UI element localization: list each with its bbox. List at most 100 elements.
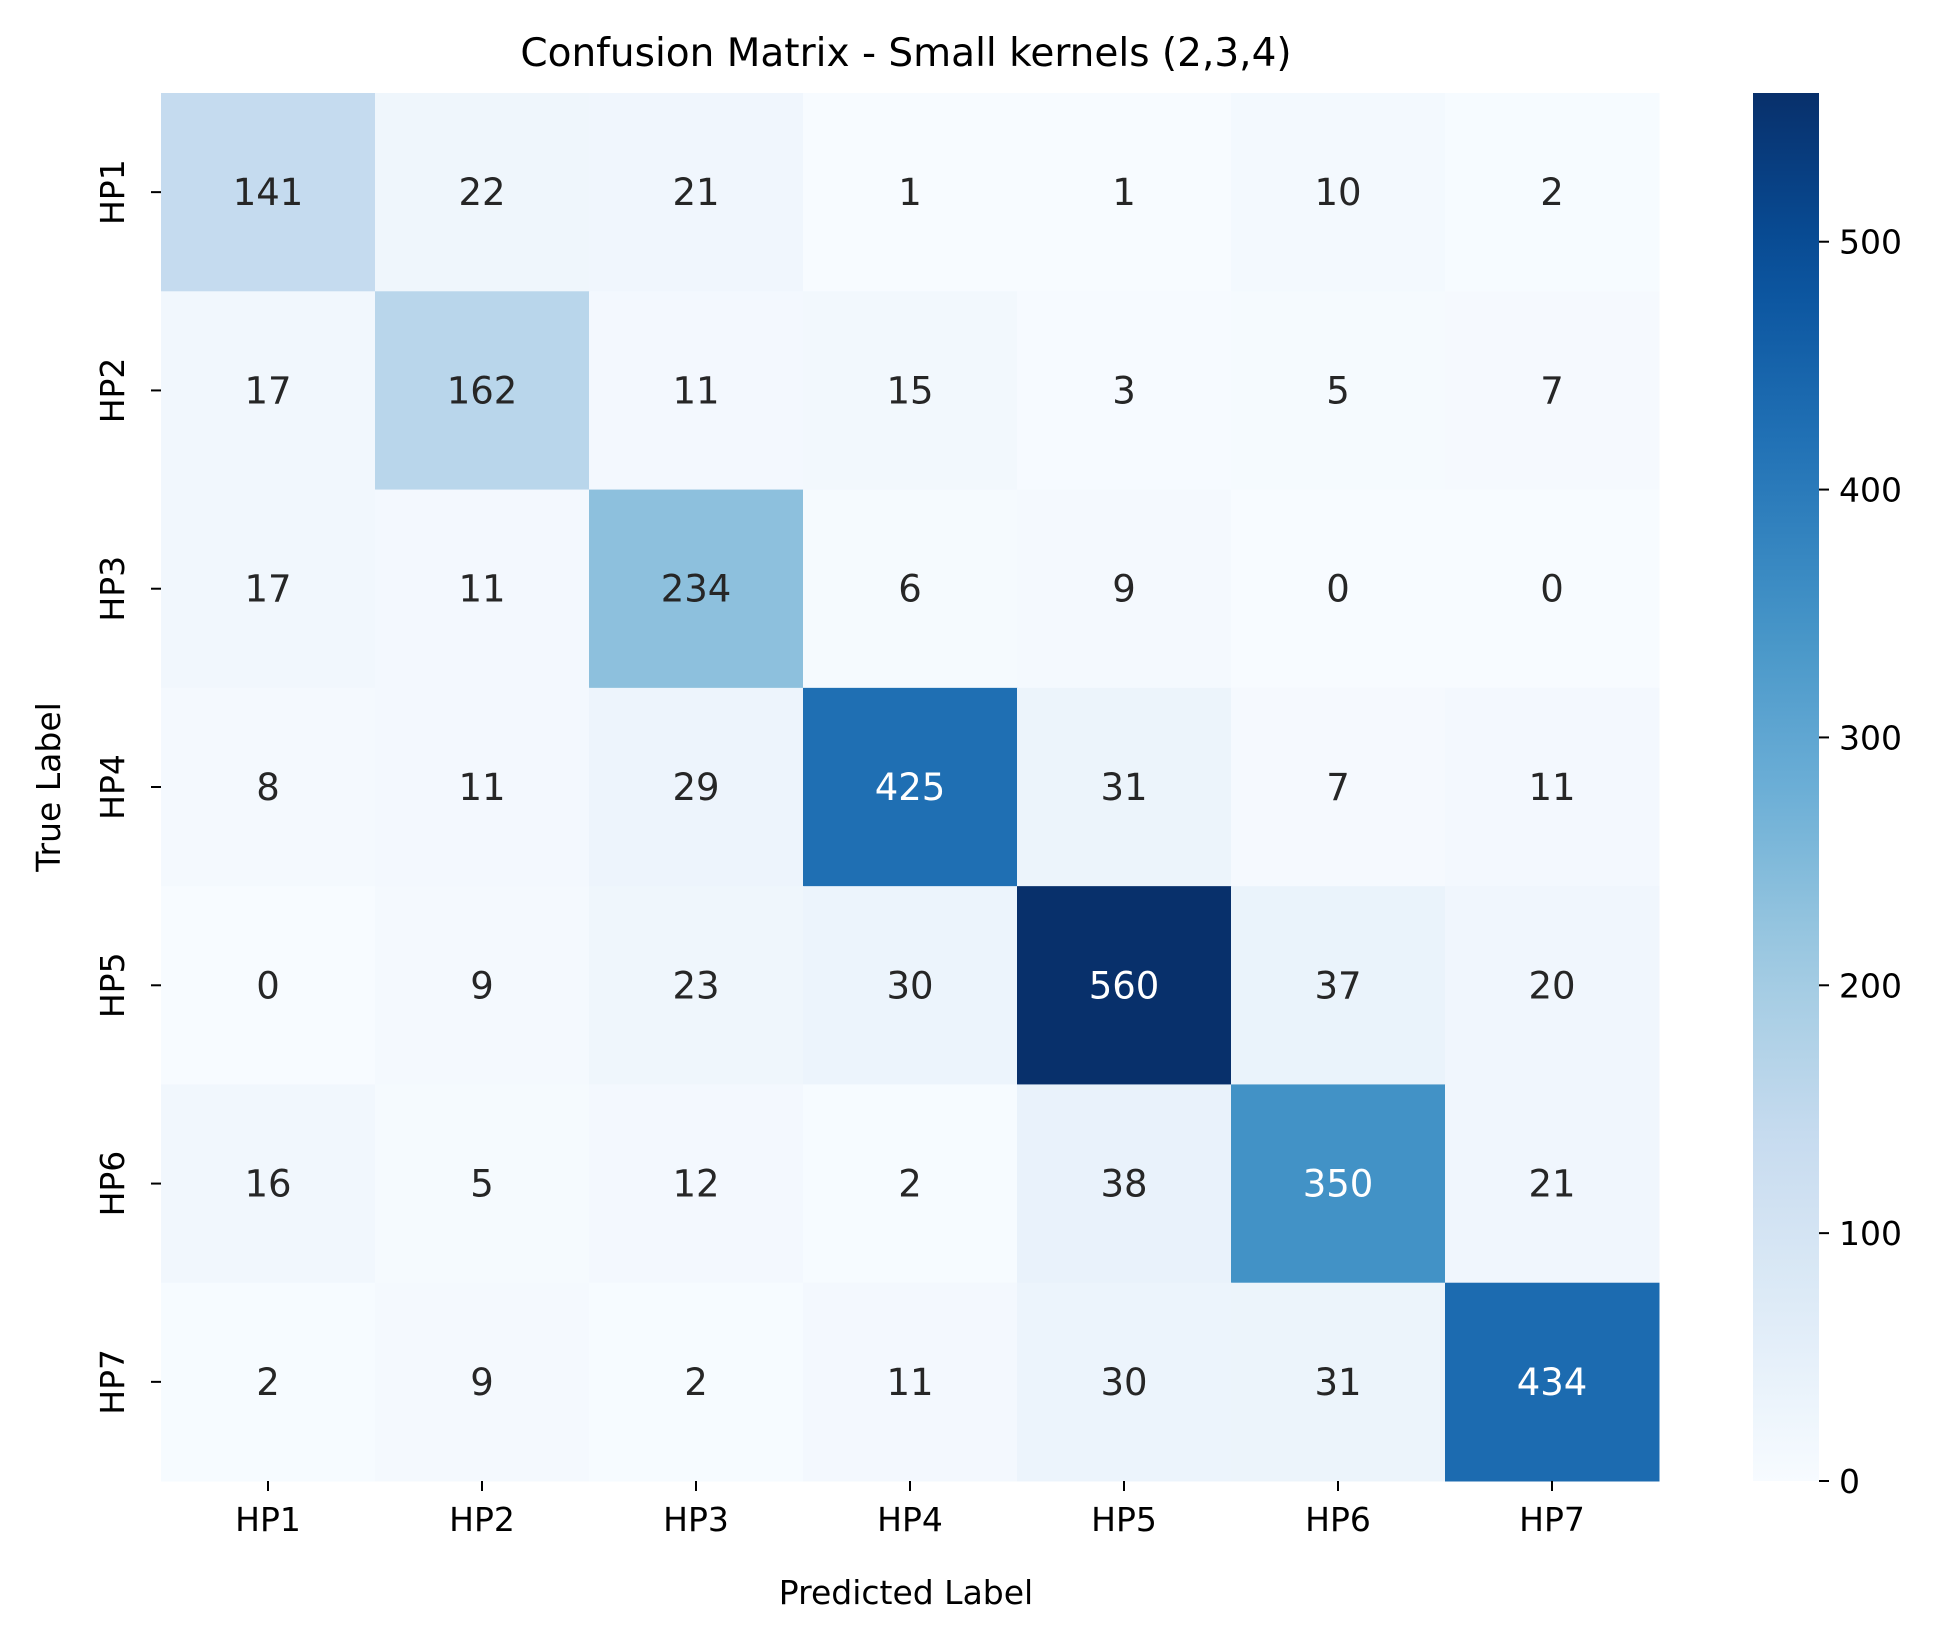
cell-value-r5-c7: 20 [1528,964,1575,1007]
cell-value-r4-c7: 11 [1528,766,1575,809]
heatmap-cell-r7-c2 [375,1282,590,1482]
colorbar-tick-label-1: 0 [1839,1462,1860,1501]
heatmap-cell-r2-c1 [161,291,376,491]
heatmap-cell-r1-c1 [161,93,376,292]
heatmap-cell-r3-c1 [161,489,376,689]
cell-value-r7-c1: 2 [256,1361,280,1404]
y-tick-label-4: HP4 [93,754,132,820]
heatmap-cell-r4-c2 [375,687,590,887]
heatmap-cell-r2-c6 [1231,291,1446,491]
y-tick-label-2: HP2 [93,358,132,424]
heatmap-cell-r6-c2 [375,1084,590,1284]
cell-value-r1-c3: 21 [672,171,719,214]
x-tick-label-5: HP5 [1091,1500,1157,1539]
cell-value-r3-c3: 234 [661,568,732,611]
cell-value-r1-c6: 10 [1314,171,1361,214]
cell-value-r1-c7: 2 [1540,171,1564,214]
heatmap-cell-r1-c5 [1017,93,1232,292]
heatmap-cell-r6-c3 [589,1084,804,1284]
y-axis-label: True Label [29,702,68,873]
heatmap-cell-r1-c2 [375,93,590,292]
x-tick-label-7: HP7 [1519,1500,1585,1539]
x-tick-label-1: HP1 [235,1500,301,1539]
cell-value-r6-c2: 5 [470,1163,494,1206]
cell-value-r5-c4: 30 [886,964,933,1007]
heatmap-cell-r5-c4 [803,886,1018,1085]
cell-value-r7-c6: 31 [1314,1361,1361,1404]
cell-value-r2-c5: 3 [1112,369,1136,412]
cell-value-r2-c3: 11 [672,369,719,412]
cell-value-r3-c6: 0 [1326,568,1350,611]
heatmap-cell-r4-c4 [803,687,1018,887]
cell-value-r4-c3: 29 [672,766,719,809]
cell-value-r2-c1: 17 [244,369,291,412]
chart-title: Confusion Matrix - Small kernels (2,3,4) [520,31,1291,76]
cell-value-r5-c2: 9 [470,964,494,1007]
x-tick-label-3: HP3 [663,1500,729,1539]
heatmap-cell-r3-c3 [589,489,804,689]
heatmap-cell-r1-c7 [1445,93,1660,292]
cell-value-r5-c5: 560 [1089,964,1160,1007]
heatmap-cell-r1-c4 [803,93,1018,292]
cell-value-r3-c5: 9 [1112,568,1136,611]
cell-value-r1-c4: 1 [898,171,922,214]
y-tick-label-3: HP3 [93,556,132,622]
heatmap-cell-r5-c6 [1231,886,1446,1085]
cell-value-r7-c3: 2 [684,1361,708,1404]
cell-value-r3-c7: 0 [1540,568,1564,611]
colorbar-tick-label-4: 300 [1839,718,1902,757]
colorbar-tick-label-3: 200 [1839,966,1902,1005]
heatmap-cell-r4-c7 [1445,687,1660,887]
cell-value-r6-c7: 21 [1528,1163,1575,1206]
y-tick-label-1: HP1 [93,159,132,225]
heatmap-cell-r4-c6 [1231,687,1446,887]
cell-value-r6-c5: 38 [1100,1163,1147,1206]
cell-value-r6-c1: 16 [244,1163,291,1206]
heatmap-cell-r6-c5 [1017,1084,1232,1284]
cell-value-r7-c4: 11 [886,1361,933,1404]
heatmap-cell-r6-c4 [803,1084,1018,1284]
cell-value-r1-c5: 1 [1112,171,1136,214]
cell-value-r6-c4: 2 [898,1163,922,1206]
colorbar-tick-label-2: 100 [1839,1214,1902,1253]
x-axis: HP1 HP2 HP3 HP4 HP5 HP6 HP7 [235,1481,1585,1539]
cell-value-r3-c1: 17 [244,568,291,611]
heatmap-cell-r2-c2 [375,291,590,491]
heatmap-cell-r4-c3 [589,687,804,887]
y-tick-label-6: HP6 [93,1151,132,1217]
cell-value-r2-c6: 5 [1326,369,1350,412]
heatmap-cell-r5-c7 [1445,886,1660,1085]
colorbar: 0 100 200 300 400 500 [1753,93,1902,1501]
heatmap-cell-r7-c4 [803,1282,1018,1482]
cell-value-r3-c2: 11 [458,568,505,611]
heatmap-cell-r2-c3 [589,291,804,491]
cell-value-r4-c2: 11 [458,766,505,809]
cell-value-r4-c4: 425 [875,766,946,809]
y-tick-label-5: HP5 [93,952,132,1018]
cell-value-r2-c7: 7 [1540,369,1564,412]
y-axis: HP1 HP2 HP3 HP4 HP5 HP6 HP7 [93,159,161,1415]
cell-value-r4-c1: 8 [256,766,280,809]
heatmap-cell-r3-c2 [375,489,590,689]
heatmap-cell-r5-c2 [375,886,590,1085]
cell-value-r4-c5: 31 [1100,766,1147,809]
cell-value-r5-c3: 23 [672,964,719,1007]
heatmap-cell-r3-c7 [1445,489,1660,689]
heatmap-cell-r4-c5 [1017,687,1232,887]
cell-value-r1-c1: 141 [233,171,304,214]
heatmap-cell-r7-c5 [1017,1282,1232,1482]
cell-value-r3-c4: 6 [898,568,922,611]
heatmap-cell-r3-c6 [1231,489,1446,689]
heatmap-cell-r2-c5 [1017,291,1232,491]
heatmap-cells: 141 22 21 1 1 10 217 162 11 15 3 5 717 11 234 6 9 0 08 11 29… [161,93,1660,1482]
cell-value-r2-c2: 162 [447,369,518,412]
x-tick-label-4: HP4 [877,1500,943,1539]
heatmap-cell-r7-c1 [161,1282,376,1482]
heatmap-cell-r6-c7 [1445,1084,1660,1284]
heatmap-cell-r3-c5 [1017,489,1232,689]
cell-value-r7-c2: 9 [470,1361,494,1404]
cell-value-r7-c7: 434 [1517,1361,1588,1404]
x-tick-label-2: HP2 [449,1500,515,1539]
x-tick-label-6: HP6 [1305,1500,1371,1539]
